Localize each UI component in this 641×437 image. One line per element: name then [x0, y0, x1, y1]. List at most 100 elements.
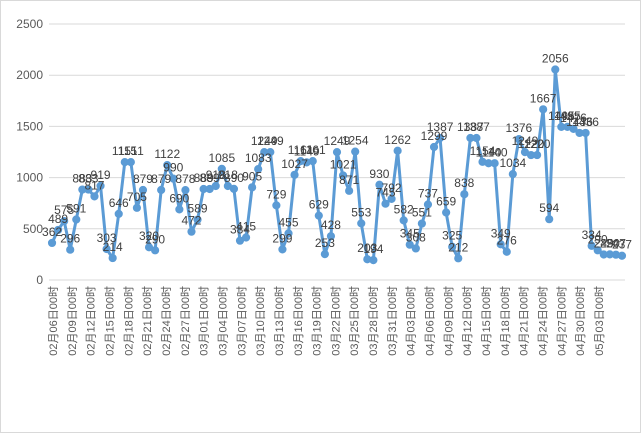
data-label: 1495 [554, 109, 581, 123]
y-axis-tick-labels: 0 500 1000 1500 2000 2500 [16, 17, 43, 287]
x-tick-label: 04月18日00时 [499, 286, 512, 356]
data-label: 1249 [251, 134, 278, 148]
data-label: 1085 [208, 151, 235, 165]
data-point [229, 184, 239, 193]
data-point [375, 180, 384, 189]
x-tick-label: 05月03日00时 [593, 286, 606, 356]
data-point [338, 171, 348, 180]
data-point [539, 105, 548, 114]
data-label: 1376 [506, 121, 533, 135]
data-label: 1299 [421, 129, 448, 143]
x-tick-label: 03月10日00时 [254, 286, 267, 356]
data-label: 659 [436, 195, 456, 209]
x-tick-label: 03月22日00时 [329, 286, 342, 356]
y-tick-label: 0 [36, 273, 43, 287]
x-tick-label: 02月15日00时 [103, 286, 116, 356]
data-point [381, 199, 390, 208]
data-point [345, 186, 354, 195]
data-point [435, 133, 445, 143]
data-label: 919 [91, 168, 111, 182]
data-point [72, 215, 81, 224]
data-label: 362 [42, 225, 62, 239]
x-tick-label: 03月01日00时 [198, 286, 211, 356]
data-point [211, 181, 220, 191]
data-label: 792 [382, 181, 402, 195]
data-label: 589 [188, 202, 208, 216]
data-point [326, 232, 336, 241]
data-label: 879 [133, 172, 153, 186]
data-label: 1151 [118, 144, 144, 158]
data-points [47, 65, 627, 265]
data-label: 1161 [288, 143, 314, 157]
data-point [241, 233, 251, 242]
data-label: 1140 [476, 145, 502, 159]
x-tick-label: 04月15日00时 [480, 286, 493, 356]
data-label: 214 [103, 240, 123, 254]
data-label: 345 [400, 227, 420, 241]
data-label: 890 [224, 171, 244, 185]
x-tick-label: 02月24日00时 [160, 286, 173, 356]
data-point [442, 208, 451, 217]
data-point [357, 219, 366, 228]
data-point [187, 227, 196, 236]
data-label: 303 [97, 231, 117, 245]
y-tick-label: 1000 [16, 171, 43, 185]
x-tick-label: 04月21日00时 [518, 286, 531, 356]
x-tick-label: 02月09日00时 [66, 286, 79, 356]
data-point [332, 148, 342, 157]
data-label: 889 [194, 171, 214, 185]
data-point [96, 181, 105, 190]
data-label: 320 [139, 229, 159, 243]
data-point [272, 201, 281, 210]
x-tick-label: 03月25日00时 [348, 286, 361, 356]
data-label: 930 [369, 167, 389, 181]
data-label: 1021 [330, 157, 357, 171]
data-point [514, 134, 523, 144]
data-point [102, 244, 111, 254]
data-point [90, 192, 99, 201]
data-label: 1667 [530, 91, 557, 105]
y-tick-label: 1500 [16, 119, 43, 133]
gridlines [49, 23, 625, 281]
data-label: 455 [278, 215, 298, 229]
data-label: 871 [339, 173, 359, 187]
x-tick-label: 03月28日00时 [367, 286, 380, 356]
data-label: 1436 [566, 115, 593, 129]
data-label: 489 [48, 212, 68, 226]
x-tick-label: 04月03日00时 [405, 286, 418, 356]
data-point [429, 142, 439, 152]
data-point [399, 216, 408, 225]
y-tick-label: 2000 [16, 68, 43, 82]
data-label: 745 [375, 186, 395, 200]
data-point [569, 124, 578, 133]
data-label: 551 [412, 206, 432, 220]
data-point [114, 209, 123, 218]
data-label: 428 [321, 218, 341, 232]
data-point [417, 219, 426, 228]
data-point [405, 240, 414, 249]
data-point [284, 229, 293, 238]
data-label: 591 [66, 201, 86, 215]
data-point [151, 246, 160, 255]
data-label: 472 [181, 214, 201, 228]
data-point [66, 245, 75, 254]
data-point [53, 225, 63, 235]
data-point [551, 65, 560, 74]
data-label: 1149 [294, 144, 320, 158]
data-label: 308 [406, 230, 426, 244]
data-label: 1254 [342, 134, 369, 148]
data-point [502, 247, 511, 256]
x-tick-label: 04月06日00时 [424, 286, 437, 356]
data-label: 1151 [112, 144, 138, 158]
data-label: 2056 [542, 51, 569, 65]
data-point [47, 238, 57, 248]
data-label: 594 [539, 201, 559, 215]
data-point [593, 246, 602, 255]
x-tick-label: 03月16日00时 [292, 286, 305, 356]
x-tick-label: 03月04日00时 [216, 286, 229, 356]
data-label: 883 [78, 172, 98, 186]
data-label: 1220 [518, 137, 545, 151]
data-label: 250 [600, 236, 620, 250]
data-label: 1249 [257, 134, 284, 148]
data-label: 194 [363, 242, 383, 256]
